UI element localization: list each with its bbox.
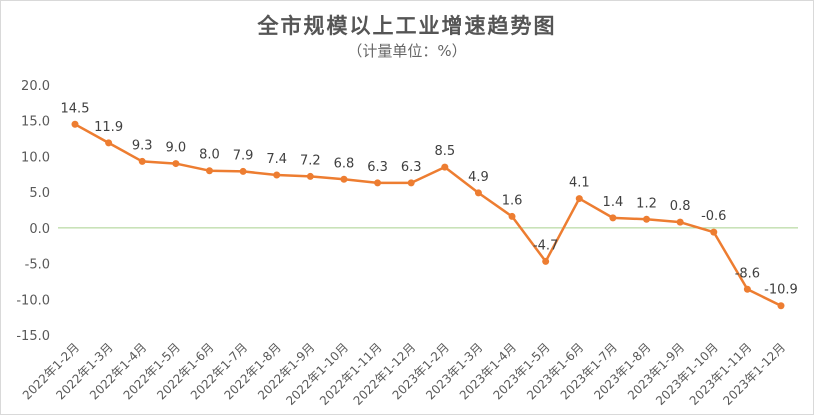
data-label: 9.3 [132, 138, 153, 153]
data-label: 6.3 [401, 160, 422, 175]
data-label: 6.8 [334, 156, 355, 171]
data-label: 6.3 [367, 160, 388, 175]
data-label: 4.1 [569, 176, 590, 191]
y-tick-label: 5.0 [29, 186, 50, 201]
data-point [508, 212, 516, 220]
y-tick-label: -15.0 [16, 329, 50, 344]
y-tick-label: 15.0 [21, 115, 50, 130]
data-point [71, 120, 79, 128]
data-point [441, 163, 449, 171]
data-point [340, 175, 348, 183]
data-label: 8.5 [434, 144, 455, 159]
data-label: 1.4 [603, 195, 624, 210]
chart-subtitle: （计量单位：%） [347, 42, 467, 60]
data-label: 4.9 [468, 170, 489, 185]
data-point [542, 257, 550, 265]
chart-title: 全市规模以上工业增速趋势图 [257, 14, 557, 38]
data-label: 14.5 [61, 101, 90, 116]
data-point [474, 189, 482, 197]
data-point [710, 228, 718, 236]
data-point [374, 179, 382, 187]
data-label: 1.6 [502, 193, 523, 208]
data-point [105, 139, 113, 147]
data-point [172, 160, 180, 168]
data-label: -4.7 [533, 238, 558, 253]
x-tick-label: 2023年1-12月 [720, 340, 788, 408]
y-tick-label: 10.0 [21, 150, 50, 165]
data-point [138, 157, 146, 165]
data-point [743, 285, 751, 293]
data-label: 1.2 [636, 196, 657, 211]
y-tick-label: -10.0 [16, 293, 50, 308]
data-label: -10.9 [764, 283, 798, 298]
data-point [575, 195, 583, 203]
data-label: 7.2 [300, 153, 321, 168]
data-label: -8.6 [735, 266, 760, 281]
data-point [407, 179, 415, 187]
data-point [205, 167, 213, 175]
data-label: 7.9 [233, 148, 254, 163]
data-point [676, 218, 684, 226]
data-label: 8.0 [199, 148, 220, 163]
y-tick-label: 20.0 [21, 79, 50, 94]
data-point [643, 215, 651, 223]
data-point [306, 172, 314, 180]
data-label: -0.6 [701, 209, 726, 224]
data-point [777, 302, 785, 310]
data-label: 7.4 [266, 152, 287, 167]
series-line [74, 123, 782, 307]
data-label: 9.0 [166, 141, 187, 156]
data-label: 0.8 [670, 199, 691, 214]
data-point [609, 214, 617, 222]
x-tick-label: 2022年1-2月 [20, 340, 82, 402]
data-label: 11.9 [94, 120, 123, 135]
y-tick-label: 0.0 [29, 222, 50, 237]
data-point [273, 171, 281, 179]
y-tick-label: -5.0 [25, 258, 50, 273]
data-point [239, 167, 247, 175]
